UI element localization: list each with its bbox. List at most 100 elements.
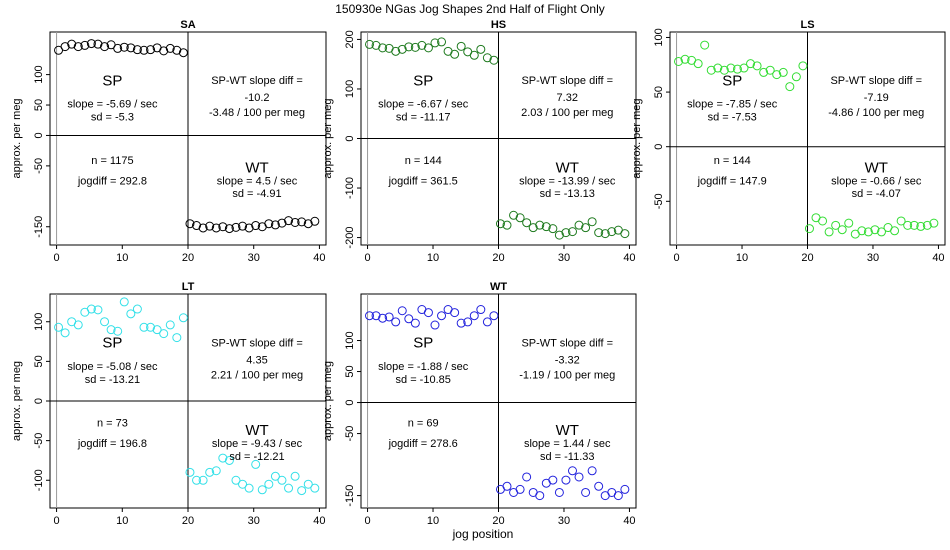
data-point xyxy=(778,67,788,77)
y-tick-label: -150 xyxy=(33,216,45,238)
x-tick-label: 10 xyxy=(427,515,439,527)
data-point xyxy=(680,54,690,64)
data-point xyxy=(463,317,473,327)
data-point xyxy=(430,38,440,48)
data-point xyxy=(759,67,769,77)
data-point xyxy=(384,312,394,322)
data-point xyxy=(916,221,926,231)
data-point xyxy=(224,455,234,465)
data-point xyxy=(423,308,433,318)
data-point xyxy=(417,40,427,50)
data-point xyxy=(93,39,103,49)
data-point xyxy=(804,224,814,234)
data-point xyxy=(371,311,381,321)
data-point xyxy=(139,322,149,332)
data-point xyxy=(119,42,129,52)
y-tick-label: 100 xyxy=(344,331,356,349)
slope-diff-value: 4.35 xyxy=(246,355,267,367)
x-tick-label: 30 xyxy=(248,515,260,527)
data-point xyxy=(607,227,617,237)
data-point xyxy=(397,44,407,54)
y-tick-label: -200 xyxy=(344,227,356,249)
data-point xyxy=(535,491,545,501)
jogdiff-text: jogdiff = 292.8 xyxy=(77,175,147,187)
data-point xyxy=(303,479,313,489)
panel-wt: WT 0 10 20 30 40 -150 -50 0 50 100 approx. per meg S… xyxy=(322,281,637,527)
slope-diff-per-meg: 2.21 / 100 per meg xyxy=(211,370,303,382)
slope-diff-per-meg: -4.86 / 100 per meg xyxy=(828,107,924,119)
data-point xyxy=(613,491,623,501)
data-point xyxy=(561,228,571,238)
data-point xyxy=(522,218,532,228)
data-point xyxy=(139,45,149,55)
data-point xyxy=(469,50,479,60)
x-tick-label: 30 xyxy=(867,252,879,264)
data-point xyxy=(739,63,749,73)
x-tick-label: 0 xyxy=(54,252,60,264)
sp-slope-text: slope = -5.08 / sec xyxy=(67,361,158,373)
x-tick-label: 20 xyxy=(492,252,504,264)
data-point xyxy=(581,487,591,497)
data-point xyxy=(772,70,782,80)
y-tick-label: 50 xyxy=(653,86,665,98)
data-point xyxy=(185,467,195,477)
data-point xyxy=(785,82,795,92)
data-point xyxy=(554,230,564,240)
data-point xyxy=(495,219,505,229)
x-tick-label: 30 xyxy=(558,252,570,264)
data-point xyxy=(132,304,142,314)
x-tick-label: 40 xyxy=(932,252,944,264)
sp-label: SP xyxy=(102,72,122,89)
y-tick-label: 100 xyxy=(653,28,665,46)
data-point xyxy=(106,325,116,335)
data-point xyxy=(674,56,684,66)
y-tick-label: -50 xyxy=(653,193,665,209)
sp-label: SP xyxy=(722,72,742,89)
data-point xyxy=(476,44,486,54)
data-point xyxy=(404,314,414,324)
wt-label: WT xyxy=(556,160,579,177)
panel-title: WT xyxy=(490,281,507,293)
x-tick-label: 40 xyxy=(313,252,325,264)
data-point xyxy=(152,325,162,335)
data-point xyxy=(437,311,447,321)
x-tick-label: 10 xyxy=(427,252,439,264)
data-point xyxy=(284,483,294,493)
data-point xyxy=(541,222,551,232)
data-point xyxy=(450,308,460,318)
x-tick-label: 40 xyxy=(623,252,635,264)
data-point xyxy=(594,481,604,491)
y-tick-label: 0 xyxy=(344,135,356,141)
data-point xyxy=(126,43,136,53)
data-point xyxy=(310,483,320,493)
data-point xyxy=(132,45,142,55)
y-axis-label: approx. per meg xyxy=(322,361,334,441)
data-point xyxy=(397,306,407,316)
data-point xyxy=(509,210,519,220)
sp-sd-text: sd = -10.85 xyxy=(396,374,451,386)
data-point xyxy=(482,53,492,63)
data-point xyxy=(909,220,919,230)
data-point xyxy=(231,222,241,232)
y-tick-label: 50 xyxy=(33,355,45,367)
x-tick-label: 10 xyxy=(116,515,128,527)
data-point xyxy=(100,42,110,52)
y-tick-label: -50 xyxy=(33,433,45,449)
y-tick-label: -100 xyxy=(33,469,45,491)
slope-diff-value: 7.32 xyxy=(557,92,578,104)
jogdiff-text: jogdiff = 147.9 xyxy=(697,175,767,187)
data-point xyxy=(198,223,208,233)
slope-diff-value: -10.2 xyxy=(244,92,269,104)
slope-diff-label: SP-WT slope diff = xyxy=(830,75,922,87)
data-point xyxy=(391,317,401,327)
data-point xyxy=(430,320,440,330)
data-point xyxy=(391,46,401,56)
sp-slope-text: slope = -6.67 / sec xyxy=(378,99,469,111)
wt-sd-text: sd = -13.13 xyxy=(540,188,595,200)
data-point xyxy=(178,313,188,323)
wt-label: WT xyxy=(865,160,888,177)
panel-hs: HS 0 10 20 30 40 -200 -100 0 100 200 approx. per me… xyxy=(322,19,637,264)
data-point xyxy=(371,40,381,50)
x-tick-label: 40 xyxy=(623,515,635,527)
